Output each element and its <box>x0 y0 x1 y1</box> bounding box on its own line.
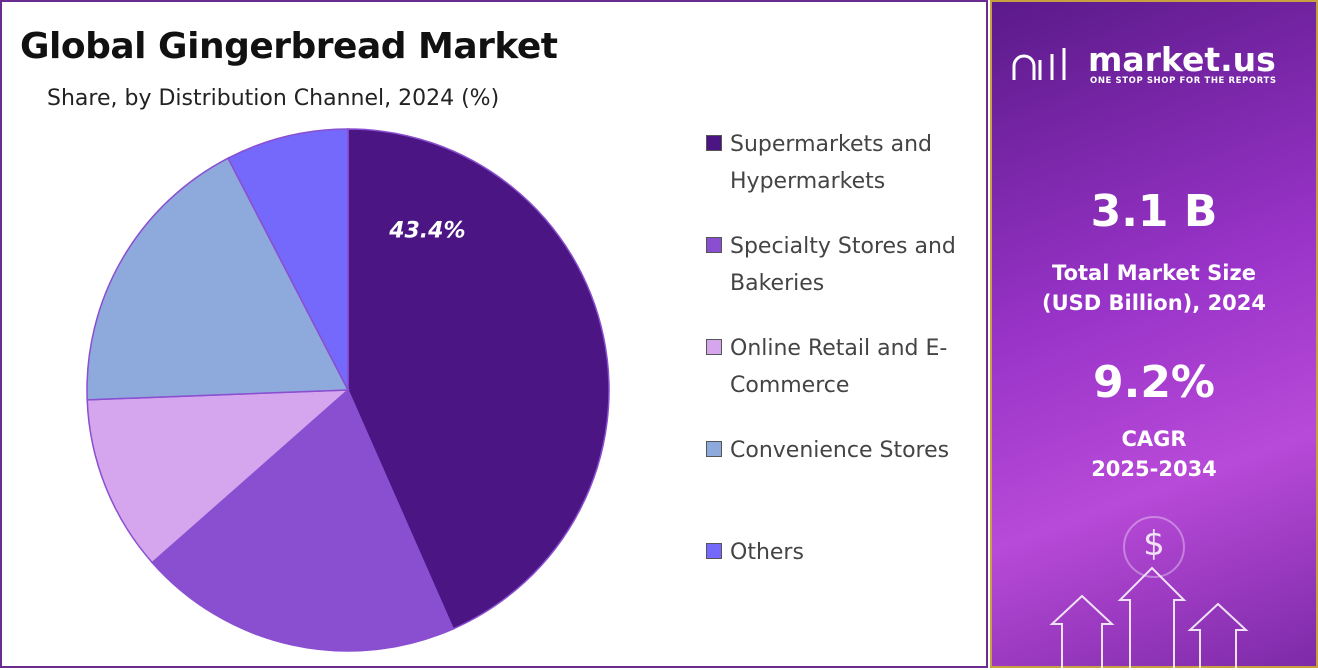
pie-slice <box>347 128 610 630</box>
label-line: 2025-2034 <box>1091 457 1217 481</box>
pie-slice <box>151 388 455 652</box>
chart-title: Global Gingerbread Market <box>20 26 558 67</box>
panel-decor: $ <box>1012 48 1249 670</box>
legend-swatch <box>706 543 722 559</box>
legend: Supermarkets and Hypermarkets Specialty S… <box>706 126 976 636</box>
chart-subtitle: Share, by Distribution Channel, 2024 (%) <box>47 86 500 111</box>
market-size: 3.1 B <box>1090 186 1218 237</box>
market-size-label: Total Market Size (USD Billion), 2024 <box>992 258 1316 318</box>
data-label: 43.4% <box>388 218 465 243</box>
cagr: 9.2% <box>1092 357 1216 408</box>
pie-slice <box>227 128 349 391</box>
label-line: CAGR <box>1121 427 1187 451</box>
legend-label: Convenience Stores <box>730 438 950 463</box>
svg-text:$: $ <box>1143 524 1165 564</box>
legend-item: Supermarkets and Hypermarkets <box>706 126 976 228</box>
pie-slice <box>86 389 351 564</box>
pie-chart: 43.4% <box>86 128 610 652</box>
logo-icon <box>1012 48 1066 80</box>
legend-label: Others <box>730 540 804 565</box>
legend-label: Supermarkets and Hypermarkets <box>730 132 932 194</box>
legend-swatch <box>706 237 722 253</box>
chart-area: Global Gingerbread Market Share, by Dist… <box>0 0 988 668</box>
legend-label: Online Retail and E-Commerce <box>730 336 948 398</box>
tagline: ONE STOP SHOP FOR THE REPORTS <box>1090 76 1277 86</box>
legend-label: Specialty Stores and Bakeries <box>730 234 956 296</box>
label-line: Total Market Size <box>1052 261 1256 285</box>
label-line: (USD Billion), 2024 <box>1041 291 1267 315</box>
legend-item: Online Retail and E-Commerce <box>706 330 976 432</box>
pie-slice <box>86 157 350 401</box>
legend-swatch <box>706 339 722 355</box>
side-panel: $ market.us ONE STOP SHOP FOR THE REPORT… <box>990 0 1318 670</box>
cagr-label: CAGR 2025-2034 <box>992 424 1316 484</box>
legend-item: Convenience Stores <box>706 432 976 534</box>
legend-swatch <box>706 441 722 457</box>
arrows: $ <box>1049 516 1249 670</box>
legend-swatch <box>706 135 722 151</box>
brand: market.us <box>1088 40 1276 79</box>
legend-item: Specialty Stores and Bakeries <box>706 228 976 330</box>
legend-item: Others <box>706 534 976 636</box>
